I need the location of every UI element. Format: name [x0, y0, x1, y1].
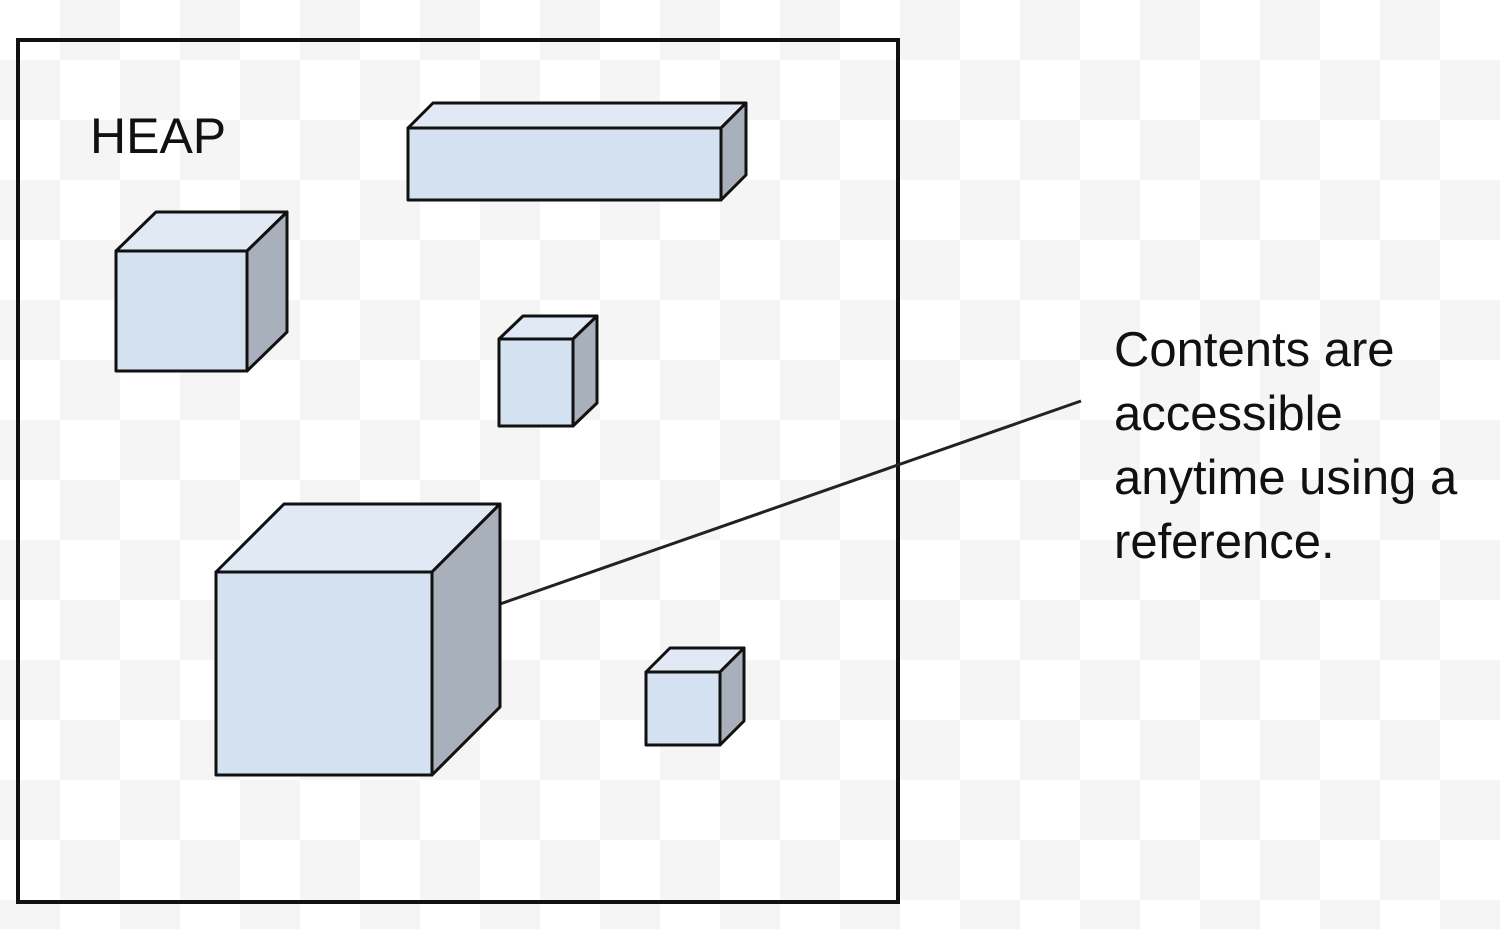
callout-line: accessible — [1114, 387, 1343, 441]
callout-connector-line — [499, 399, 1082, 606]
box-front-face — [406, 126, 723, 202]
large-cube-object — [214, 502, 502, 777]
box-front-face — [497, 337, 575, 428]
box-front-face — [114, 249, 249, 373]
callout-text: Contents are accessible anytime using a … — [1114, 318, 1500, 574]
box-top-face — [406, 101, 748, 130]
wide-bar-object — [406, 101, 748, 202]
small-cube-object — [497, 314, 599, 428]
callout-line: Contents are — [1114, 323, 1395, 377]
box-front-face — [644, 670, 722, 747]
callout-line: reference. — [1114, 515, 1335, 569]
heap-container — [16, 38, 900, 904]
medium-cube-object — [114, 210, 289, 373]
callout-line: anytime using a — [1114, 451, 1458, 505]
tiny-cube-object — [644, 646, 746, 747]
heap-label: HEAP — [90, 108, 227, 164]
box-front-face — [214, 570, 434, 777]
